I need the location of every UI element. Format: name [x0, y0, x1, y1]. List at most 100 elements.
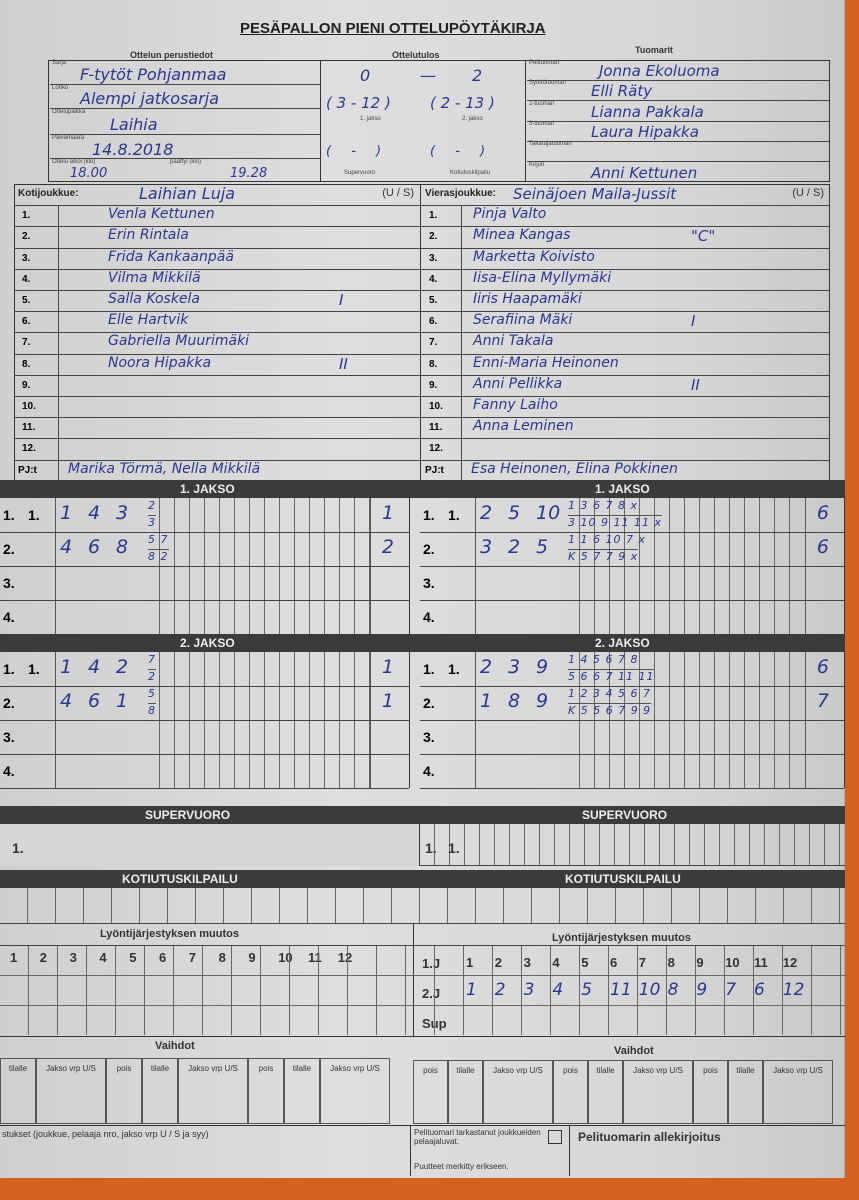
inning-row-number: 2.	[423, 695, 435, 711]
subs-col-away: tilalle	[588, 1060, 623, 1124]
inning-row-number: 2.	[3, 695, 15, 711]
divider	[421, 247, 830, 249]
batter-number: 9	[536, 656, 549, 678]
divider	[461, 205, 462, 481]
start-label: Ottelu alkoi (klo)	[52, 159, 96, 165]
pj-label: PJ:t	[18, 464, 37, 476]
subs-title: Vaihdot	[155, 1040, 195, 1052]
player-mark: "C"	[691, 227, 716, 246]
player-name: Frida Kankaanpää	[108, 248, 234, 265]
away-score: 2	[472, 66, 483, 85]
team-name: Laihian Luja	[139, 184, 236, 203]
team-name: Seinäjoen Maila-Jussit	[513, 185, 677, 203]
divider	[475, 652, 476, 788]
divider	[14, 438, 420, 440]
official-name: Jonna Ekoluoma	[599, 62, 720, 80]
period-bar: 1. JAKSO 1. JAKSO	[0, 480, 845, 498]
divider	[420, 566, 844, 567]
inning-row-number: 3.	[3, 575, 15, 591]
batter-number: 1	[60, 656, 73, 678]
scoresheet: PESÄPALLON PIENI OTTELUPÖYTÄKIRJA Ottelu…	[0, 0, 845, 1178]
inning-row-number: 4.	[423, 609, 435, 625]
divider	[0, 1036, 845, 1037]
player-mark: I	[339, 291, 344, 309]
player-name: Marketta Koivisto	[473, 248, 595, 265]
player-mark: II	[339, 354, 348, 373]
mark-top: 1 3 6 7 8 x	[568, 499, 638, 512]
notes-label: stukset (joukkue, pelaaja nro, jakso vrp…	[2, 1129, 209, 1139]
inning-sub: 1.	[28, 507, 40, 523]
inning-runs: 1	[381, 502, 394, 524]
subs-col-away: Jakso vrp U/S	[763, 1060, 833, 1124]
batter-number: 4	[88, 502, 101, 524]
divider	[527, 161, 829, 163]
official-name: Lianna Pakkala	[591, 102, 704, 121]
homerun-label: Kotiutuskilpailu	[450, 170, 491, 176]
player-name: Fanny Laiho	[473, 397, 558, 413]
batter-number: 3	[116, 502, 129, 524]
subs-col-home: Jakso vrp U/S	[36, 1058, 106, 1124]
divider	[421, 459, 830, 461]
player-name: Iiris Haapamäki	[473, 291, 582, 307]
row-number: 1.	[429, 210, 438, 222]
date-label: Päivämäärä	[52, 135, 85, 141]
row-number: 4.	[22, 273, 31, 285]
row-number: 6.	[22, 316, 31, 328]
official-name: Anni Kettunen	[591, 163, 698, 182]
divider	[0, 754, 409, 755]
player-mark: II	[691, 375, 700, 394]
batter-number: 1	[60, 502, 73, 524]
divider	[14, 205, 420, 207]
divider	[420, 788, 844, 789]
lineup-title: Lyöntijärjestyksen muutos	[552, 932, 691, 944]
divider	[421, 332, 830, 334]
player-name: Enni-Maria Heinonen	[473, 354, 619, 371]
official-name: Laura Hipakka	[591, 122, 699, 141]
inning-runs: 2	[381, 536, 394, 558]
divider	[370, 652, 371, 788]
venue-label: Ottelupaikka	[52, 109, 86, 115]
end-label: päättyi (klo)	[170, 159, 202, 165]
check-checkbox[interactable]	[548, 1130, 562, 1144]
divider	[805, 652, 806, 788]
player-name: Elle Hartvik	[108, 312, 189, 329]
divider	[420, 600, 844, 601]
officials-heading: Tuomarit	[635, 45, 673, 55]
divider	[14, 311, 420, 313]
result-box: 0 — 2 ( 3 - 12 ) ( 2 - 13 ) 1. jakso 2. …	[322, 60, 525, 182]
player-name: Pinja Valto	[473, 206, 547, 223]
form-title: PESÄPALLON PIENI OTTELUPÖYTÄKIRJA	[240, 20, 546, 37]
batter-number: 5	[536, 536, 549, 558]
inning-runs: 1	[381, 690, 394, 712]
divider	[50, 108, 320, 109]
period1-label: 1. jakso	[360, 116, 381, 122]
lineup-grid	[0, 945, 845, 1035]
away-innings: 1. 1. 2 3 9 1 4 5 6 7 8 5 6 6 7 11 11 6 2. 1 8 9 1 2…	[420, 652, 845, 789]
batter-number: 2	[116, 656, 129, 678]
divider	[0, 532, 409, 533]
row-number: 7.	[22, 337, 31, 349]
homerun-title: KOTIUTUSKILPAILU	[565, 872, 681, 886]
divider	[420, 720, 844, 721]
result-heading: Ottelutulos	[392, 50, 440, 60]
mark-top: 1 2 3 4 5 6 7	[568, 687, 651, 700]
official-label: Kirjuri	[529, 161, 545, 168]
divider	[421, 396, 830, 397]
divider	[370, 498, 371, 634]
check-label: Pelituomari tarkastanut joukkueiden pela…	[414, 1128, 541, 1146]
divider	[0, 600, 409, 601]
row-number: 10.	[22, 401, 36, 412]
divider	[14, 417, 420, 419]
batter-number: 2	[480, 656, 493, 678]
home-roster: Kotijoukkue: Laihian Luja (U / S) 1. Venla K…	[14, 184, 420, 482]
batter-number: 6	[88, 690, 101, 712]
homerun-grid	[0, 888, 845, 924]
inning-runs: 6	[816, 536, 829, 558]
inning-sub: 1.	[448, 507, 460, 523]
period-title: 1. JAKSO	[595, 482, 650, 496]
divider	[421, 353, 830, 355]
super-away-sub: 1.	[448, 840, 460, 856]
super-bar: SUPERVUORO SUPERVUORO	[0, 806, 845, 824]
homerun-score: ( - )	[430, 144, 494, 159]
